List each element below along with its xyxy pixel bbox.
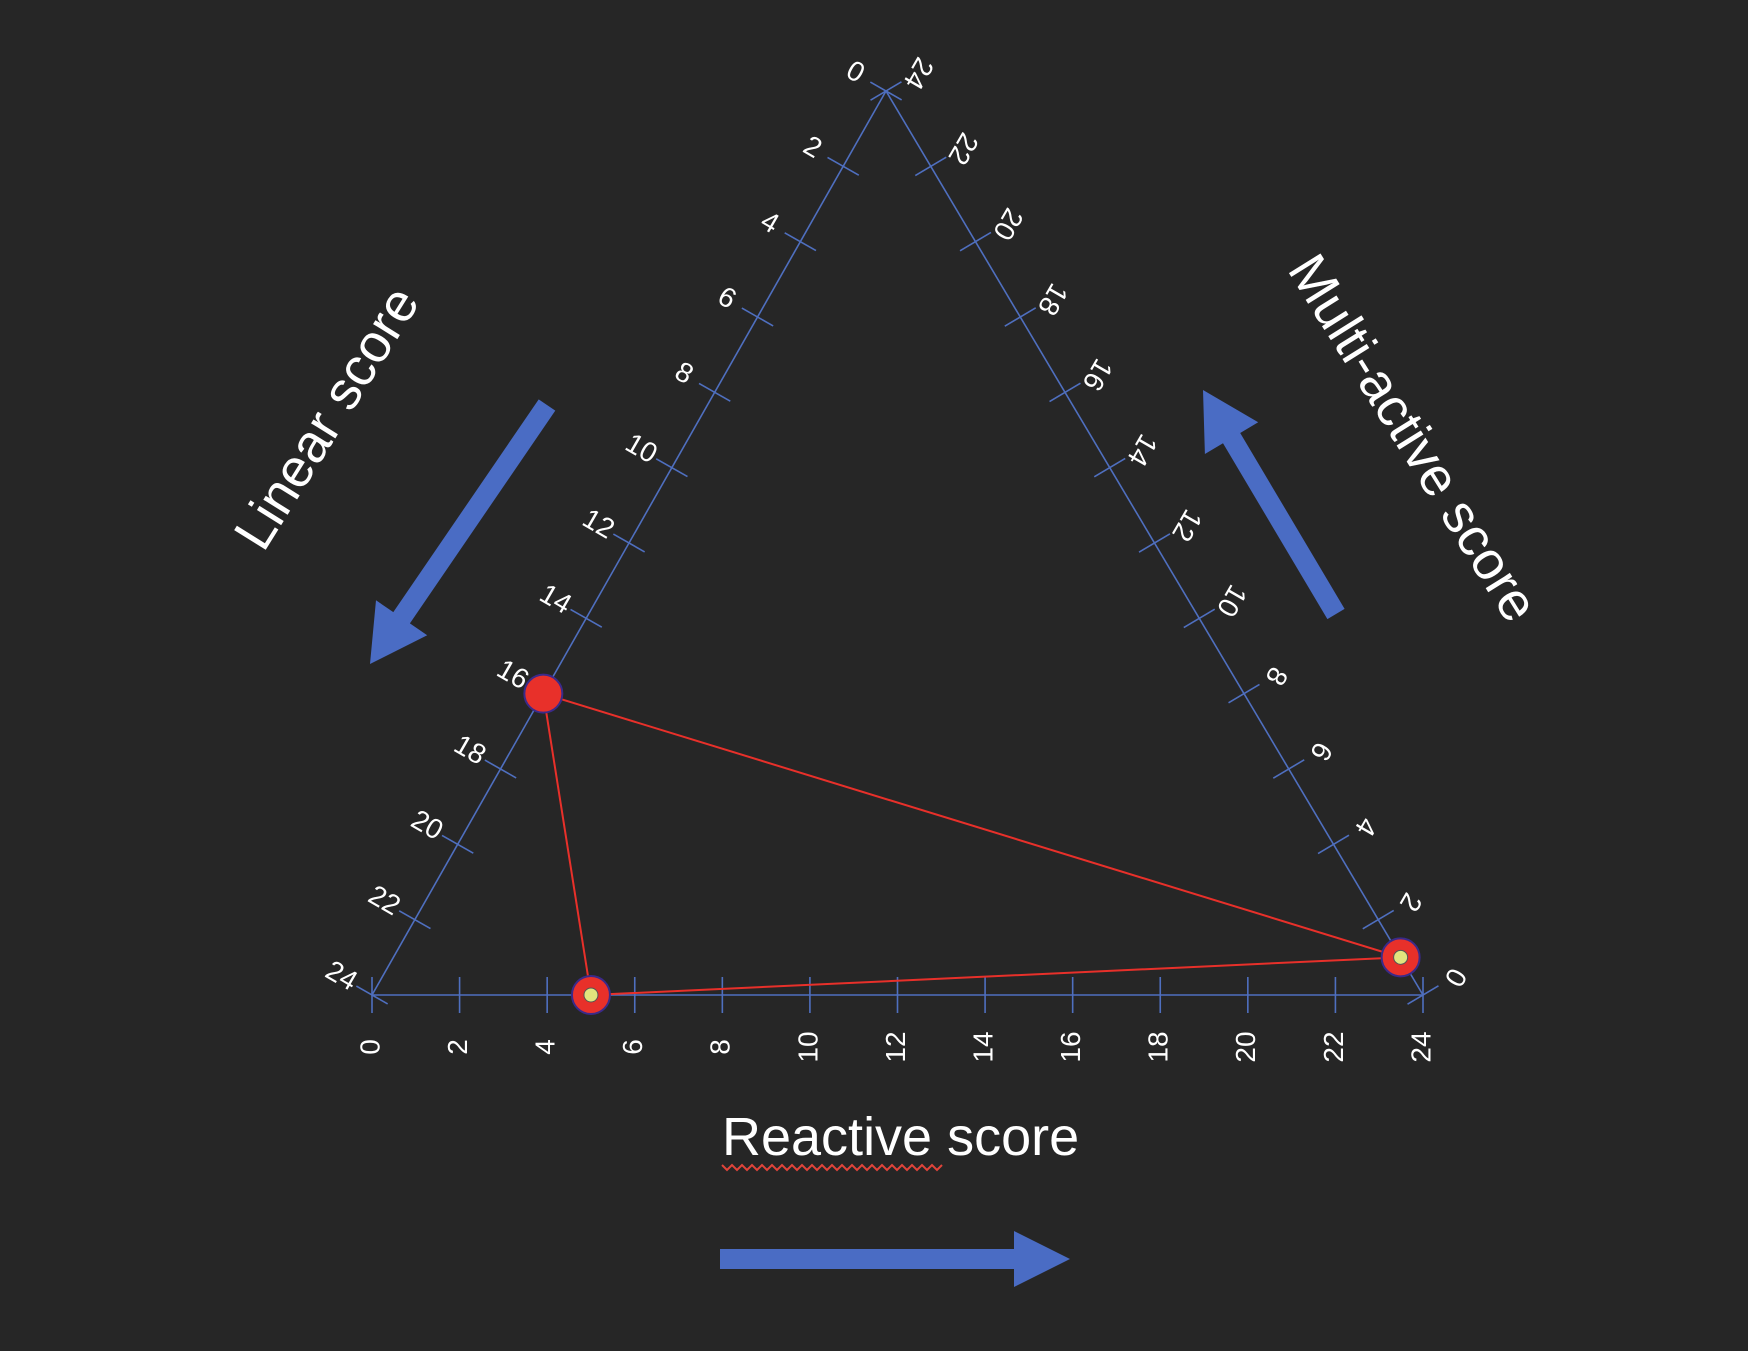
- right-tick-label: 10: [1211, 580, 1253, 622]
- left-tick-20: [441, 834, 474, 854]
- axes: [371, 90, 1424, 996]
- reactive-axis-title: Reactive score: [722, 1107, 1079, 1167]
- linear-point: [523, 673, 564, 714]
- left-tick-label: 0: [841, 54, 870, 89]
- left-tick-label: 2: [798, 129, 827, 164]
- left-tick-label: 18: [449, 728, 491, 770]
- right-tick-6: [1272, 759, 1305, 779]
- right-tick-label: 0: [1438, 963, 1473, 992]
- bottom-tick-label: 4: [530, 1039, 561, 1055]
- left-tick-24: [355, 985, 389, 1005]
- right-tick-label: 2: [1394, 888, 1429, 917]
- linear-axis-title: Linear score: [223, 276, 431, 560]
- right-tick-label: 6: [1304, 737, 1339, 766]
- right-tick-4: [1317, 834, 1350, 855]
- right-tick-18: [1004, 307, 1037, 327]
- right-tick-2: [1362, 909, 1395, 930]
- connector-line: [543, 692, 1401, 959]
- multi-active-direction-arrow: [1203, 390, 1345, 620]
- left-tick-label: 10: [620, 427, 662, 469]
- left-tick-label: 4: [756, 205, 785, 240]
- right-tick-label: 14: [1121, 429, 1163, 471]
- multi-active-point-center: [1393, 949, 1409, 965]
- bottom-tick-label: 24: [1405, 1031, 1436, 1062]
- left-tick-12: [612, 533, 646, 553]
- right-tick-8: [1228, 683, 1260, 704]
- bottom-tick-label: 8: [705, 1039, 736, 1055]
- bottom-tick-label: 0: [354, 1039, 385, 1055]
- right-tick-label: 4: [1349, 813, 1384, 842]
- right-tick-label: 20: [987, 203, 1029, 245]
- right-tick-12: [1138, 533, 1171, 553]
- spellcheck-underline-reactive: [721, 1163, 943, 1172]
- right-tick-label: 12: [1166, 504, 1208, 546]
- linear-direction-arrow: [370, 399, 556, 664]
- left-tick-18: [484, 759, 517, 779]
- right-tick-20: [959, 231, 992, 252]
- right-tick-14: [1093, 457, 1126, 478]
- bottom-tick-label: 14: [967, 1031, 998, 1062]
- right-tick-label: 8: [1259, 662, 1294, 691]
- bottom-tick-label: 10: [792, 1031, 823, 1062]
- left-tick-14: [570, 608, 603, 628]
- left-tick-label: 22: [363, 879, 405, 921]
- left-tick-label: 20: [406, 804, 448, 846]
- left-tick-label: 12: [578, 502, 620, 544]
- left-tick-label: 8: [670, 355, 699, 390]
- right-tick-0: [1407, 985, 1439, 1005]
- connector-line: [590, 956, 1401, 996]
- left-tick-label: 24: [321, 954, 363, 996]
- right-tick-16: [1049, 382, 1081, 403]
- right-tick-label: 22: [942, 128, 984, 170]
- score-points: [523, 673, 1421, 1015]
- left-tick-6: [741, 307, 774, 327]
- tick-marks: [355, 81, 1439, 1013]
- right-tick-10: [1183, 608, 1216, 629]
- bottom-tick-label: 20: [1230, 1031, 1261, 1062]
- left-tick-label: 14: [535, 578, 577, 620]
- bottom-tick-label: 22: [1318, 1031, 1349, 1062]
- bottom-tick-label: 6: [617, 1039, 648, 1055]
- left-tick-4: [784, 232, 817, 252]
- connector-lines: [542, 692, 1401, 996]
- left-tick-label: 6: [713, 280, 742, 315]
- right-tick-22: [914, 156, 947, 177]
- right-tick-24: [870, 81, 902, 101]
- right-tick-label: 24: [898, 52, 940, 94]
- connector-line: [542, 693, 592, 996]
- reactive-direction-arrow: [720, 1231, 1070, 1287]
- right-tick-label: 18: [1032, 278, 1074, 320]
- left-tick-22: [398, 910, 431, 930]
- left-tick-10: [655, 458, 688, 478]
- bottom-tick-label: 12: [880, 1031, 911, 1062]
- left-tick-8: [698, 382, 731, 402]
- bottom-tick-label: 2: [442, 1039, 473, 1055]
- bottom-tick-label: 18: [1143, 1031, 1174, 1062]
- reactive-point-center: [583, 987, 599, 1003]
- right-tick-label: 16: [1077, 354, 1119, 396]
- left-tick-2: [827, 156, 860, 176]
- bottom-tick-label: 16: [1055, 1031, 1086, 1062]
